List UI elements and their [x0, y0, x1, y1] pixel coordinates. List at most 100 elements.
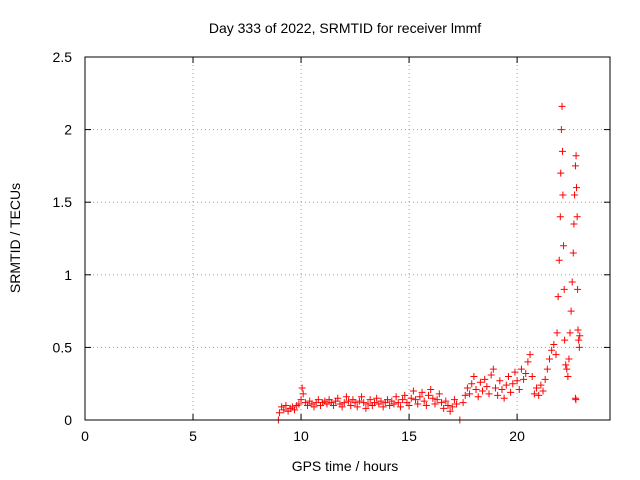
data-point	[468, 380, 476, 388]
data-point	[342, 393, 350, 401]
data-point	[353, 403, 361, 411]
data-point	[297, 396, 305, 404]
data-point	[558, 102, 566, 110]
data-point	[373, 394, 381, 402]
data-point	[390, 400, 398, 408]
data-point	[496, 377, 504, 385]
data-point	[575, 343, 583, 351]
data-point	[575, 336, 583, 344]
data-point	[453, 400, 461, 408]
data-point	[504, 372, 512, 380]
data-point	[448, 403, 456, 411]
data-point	[513, 377, 521, 385]
data-point	[431, 400, 439, 408]
data-point	[567, 307, 575, 315]
data-point	[574, 285, 582, 293]
data-point	[459, 399, 467, 407]
data-point	[386, 401, 394, 409]
x-axis-title: GPS time / hours	[292, 458, 399, 474]
data-point	[362, 404, 370, 412]
data-point	[347, 401, 355, 409]
data-point	[539, 387, 547, 395]
data-point	[427, 386, 435, 394]
x-tick-label: 15	[401, 428, 417, 444]
data-point	[511, 368, 519, 376]
data-point	[562, 361, 570, 369]
data-point	[570, 220, 578, 228]
data-point	[560, 285, 568, 293]
data-point	[409, 387, 417, 395]
data-point	[537, 381, 545, 389]
data-point	[407, 394, 415, 402]
data-point	[558, 147, 566, 155]
data-point	[526, 351, 534, 359]
y-tick-label: 2	[64, 122, 72, 138]
data-point	[561, 336, 569, 344]
data-point	[463, 384, 471, 392]
data-point	[358, 393, 366, 401]
data-point	[552, 351, 560, 359]
x-tick-label: 0	[81, 428, 89, 444]
data-point	[524, 358, 532, 366]
data-point	[377, 397, 385, 405]
data-point	[334, 394, 342, 402]
data-point	[483, 383, 491, 391]
data-point	[422, 401, 430, 409]
data-point	[568, 278, 576, 286]
data-point	[550, 340, 558, 348]
data-point	[280, 406, 288, 414]
data-point	[310, 403, 318, 411]
data-point	[401, 391, 409, 399]
data-point	[433, 396, 441, 404]
data-point	[533, 384, 541, 392]
y-tick-label: 0	[64, 412, 72, 428]
data-point	[299, 390, 307, 398]
data-point	[396, 403, 404, 411]
data-point	[405, 401, 413, 409]
data-point	[470, 372, 478, 380]
data-point	[291, 406, 299, 414]
data-point	[522, 370, 530, 378]
data-point	[416, 393, 424, 401]
data-point	[338, 403, 346, 411]
data-point	[573, 184, 581, 192]
data-point	[571, 162, 579, 170]
data-point	[494, 391, 502, 399]
y-tick-label: 1.5	[53, 194, 73, 210]
data-point	[298, 384, 306, 392]
data-point	[554, 293, 562, 301]
data-point	[489, 365, 497, 373]
data-point	[566, 329, 574, 337]
data-point	[444, 401, 452, 409]
data-point	[573, 213, 581, 221]
data-point	[437, 399, 445, 407]
data-point	[502, 381, 510, 389]
data-point	[517, 365, 525, 373]
data-point	[371, 399, 379, 407]
x-tick-label: 10	[293, 428, 309, 444]
data-point	[500, 394, 508, 402]
data-point	[379, 403, 387, 411]
data-point	[429, 394, 437, 402]
data-point	[450, 396, 458, 404]
data-point	[572, 152, 580, 160]
data-point	[569, 249, 577, 257]
data-point	[435, 390, 443, 398]
data-point	[304, 401, 312, 409]
data-point	[355, 397, 363, 405]
y-axis-title: SRMTID / TECUs	[7, 183, 23, 293]
data-point	[472, 386, 480, 394]
data-points	[274, 102, 584, 424]
data-point	[323, 400, 331, 408]
data-point	[345, 397, 353, 405]
grid	[85, 57, 610, 420]
data-point	[564, 372, 572, 380]
data-point	[555, 256, 563, 264]
data-point	[559, 191, 567, 199]
data-point	[479, 387, 487, 395]
data-point	[440, 404, 448, 412]
data-point	[491, 384, 499, 392]
chart-title: Day 333 of 2022, SRMTID for receiver lmm…	[209, 20, 481, 36]
data-point	[314, 396, 322, 404]
